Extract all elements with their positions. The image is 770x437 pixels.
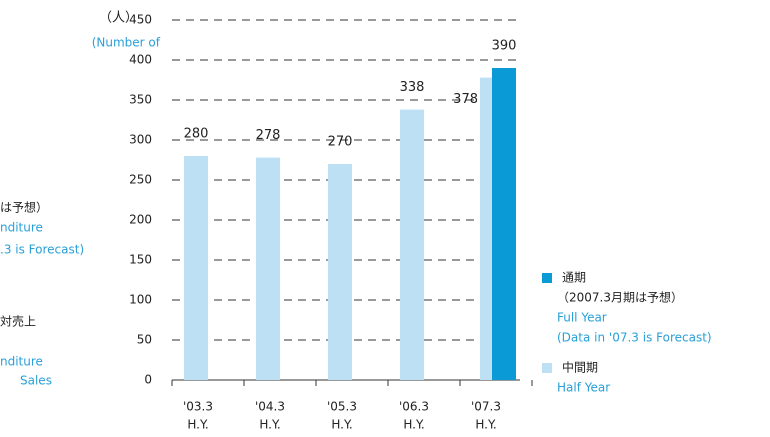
side-text: nditure	[0, 221, 43, 235]
value-label: 280	[184, 127, 209, 142]
y-tick-label: 100	[129, 293, 152, 307]
legend-swatch	[542, 363, 552, 373]
y-unit: （人）	[99, 11, 138, 26]
x-tick-label: H.Y.	[187, 418, 208, 432]
legend-sublabel: Half Year	[557, 381, 610, 395]
x-tick-label: '04.3	[255, 400, 285, 414]
legend-label: 中間期	[562, 360, 598, 375]
bar	[328, 164, 352, 380]
value-label: 270	[328, 135, 353, 150]
bar	[184, 156, 208, 380]
side-text: nditure	[0, 355, 43, 369]
y-tick-label: 400	[129, 53, 152, 67]
bar	[256, 157, 280, 380]
legend-label: 通期	[562, 271, 586, 285]
value-label: 278	[256, 128, 281, 143]
side-text: Sales	[20, 374, 52, 388]
y-tick-label: 350	[129, 93, 152, 107]
x-tick-label: '06.3	[399, 400, 429, 414]
value-label: 390	[492, 39, 517, 54]
y-unit-en: (Number of	[92, 36, 161, 50]
bar	[400, 109, 424, 380]
y-tick-label: 50	[137, 333, 152, 347]
side-text: は予想）	[0, 200, 48, 215]
bar	[492, 68, 516, 380]
y-tick-label: 200	[129, 213, 152, 227]
legend-swatch	[542, 273, 552, 283]
x-tick-label: '05.3	[327, 400, 357, 414]
side-text: .3 is Forecast)	[0, 243, 84, 257]
y-tick-label: 250	[129, 173, 152, 187]
legend-sublabel: (Data in '07.3 is Forecast)	[557, 331, 712, 345]
y-tick-label: 150	[129, 253, 152, 267]
y-tick-label: 0	[144, 373, 152, 387]
legend-sublabel: Full Year	[557, 311, 607, 325]
value-label: 378	[453, 92, 478, 107]
x-tick-label: H.Y.	[331, 418, 352, 432]
y-tick-label: 450	[129, 13, 152, 27]
y-tick-label: 300	[129, 133, 152, 147]
x-tick-label: '03.3	[183, 400, 213, 414]
legend-sublabel: （2007.3月期は予想）	[557, 290, 683, 305]
value-label: 338	[400, 80, 425, 95]
x-tick-label: H.Y.	[259, 418, 280, 432]
x-tick-label: H.Y.	[475, 418, 496, 432]
x-tick-label: H.Y.	[403, 418, 424, 432]
side-text: 対売上	[0, 314, 36, 329]
x-tick-label: '07.3	[471, 400, 501, 414]
